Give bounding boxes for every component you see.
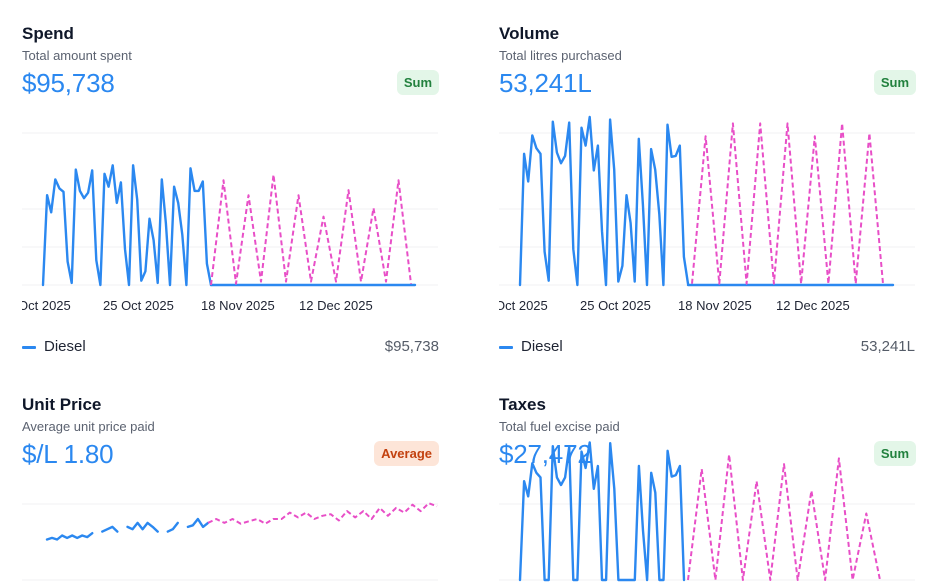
spend-x-tick-label: 18 Nov 2025 xyxy=(201,298,275,313)
volume-title: Volume xyxy=(499,24,560,43)
spend-x-tick-label: 25 Oct 2025 xyxy=(103,298,174,313)
spend-subtitle: Total amount spent xyxy=(22,48,132,63)
volume-subtitle: Total litres purchased xyxy=(499,48,622,63)
volume-x-tick-label: 25 Oct 2025 xyxy=(580,298,651,313)
unit-price-title: Unit Price xyxy=(22,395,102,414)
volume-x-tick-label: 12 Dec 2025 xyxy=(776,298,850,313)
diesel-legend-swatch xyxy=(22,346,36,349)
volume-legend[interactable]: Diesel 53,241L xyxy=(499,337,915,357)
unit-price-subtitle: Average unit price paid xyxy=(22,419,155,434)
volume-legend-value: 53,241L xyxy=(860,338,915,355)
volume-x-tick-label: Oct 2025 xyxy=(499,298,548,313)
spend-sum-badge: Sum xyxy=(396,70,439,95)
volume-sum-badge: Sum xyxy=(873,70,916,95)
volume-x-axis: Oct 2025 xyxy=(499,298,699,318)
spend-total-value: $95,738 xyxy=(22,68,115,98)
spend-title: Spend xyxy=(22,24,74,43)
taxes-total-value: $27,472 xyxy=(499,439,592,469)
spend-card: Spend Total amount spent $95,738 Sum xyxy=(22,24,439,364)
taxes-title: Taxes xyxy=(499,395,546,414)
spend-legend-value: $95,738 xyxy=(384,338,439,355)
unit-price-value: $/L 1.80 xyxy=(22,439,114,469)
volume-x-tick-label: 18 Nov 2025 xyxy=(678,298,752,313)
spend-x-tick-label: 12 Dec 2025 xyxy=(299,298,373,313)
unit-price-card: Unit Price Average unit price paid $/L 1… xyxy=(22,395,439,584)
spend-legend[interactable]: Diesel $95,738 xyxy=(22,337,439,357)
spend-legend-label: Diesel xyxy=(44,338,86,355)
taxes-sum-badge: Sum xyxy=(873,441,916,466)
diesel-legend-swatch xyxy=(499,346,513,349)
volume-legend-label: Diesel xyxy=(521,338,563,355)
spend-x-axis: Oct 2025 xyxy=(22,298,222,318)
volume-total-value: 53,241L xyxy=(499,68,592,98)
taxes-card: Taxes Total fuel excise paid $27,472 Sum xyxy=(499,395,916,584)
unit-price-average-badge: Average xyxy=(374,441,439,466)
spend-x-tick-label: Oct 2025 xyxy=(22,298,71,313)
taxes-subtitle: Total fuel excise paid xyxy=(499,419,620,434)
volume-card: Volume Total litres purchased 53,241L Su… xyxy=(499,24,916,364)
